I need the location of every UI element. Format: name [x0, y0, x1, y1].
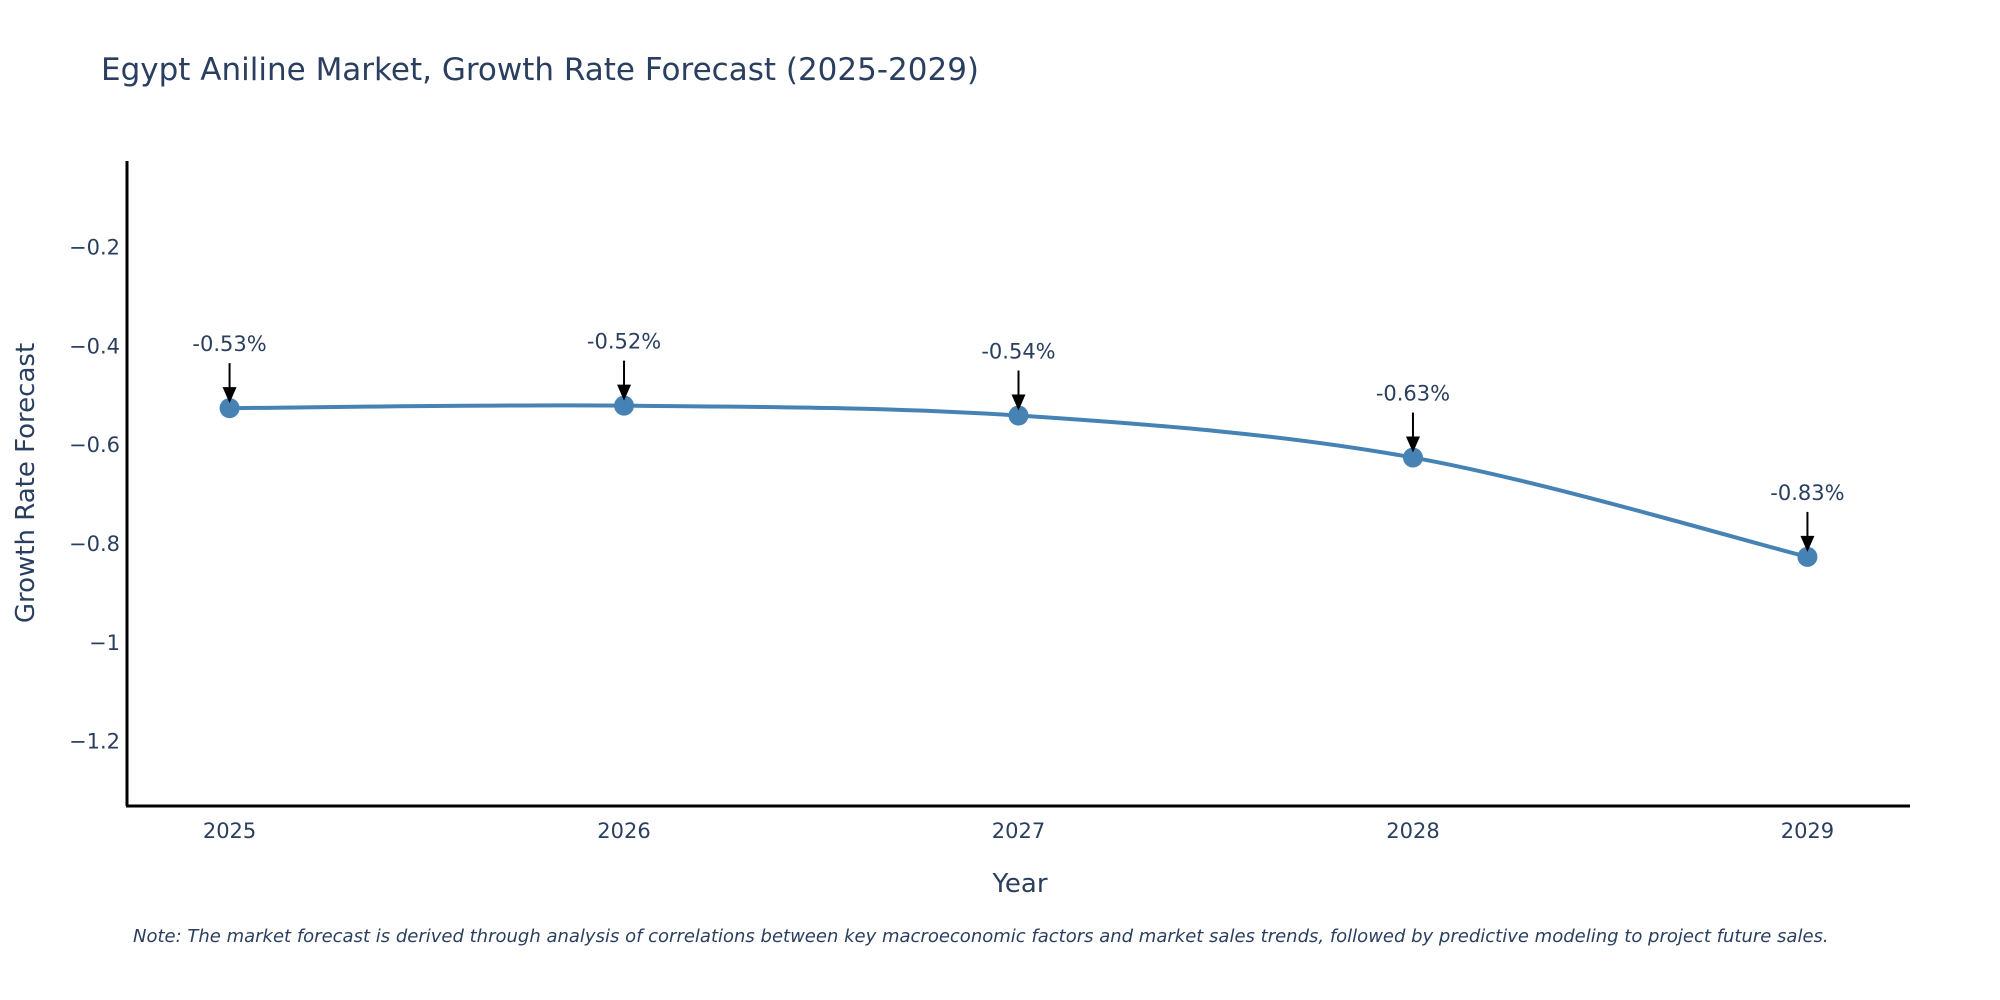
data-point-marker [219, 398, 240, 419]
annotation-arrow-head [222, 387, 237, 404]
annotation-arrow-head [1800, 535, 1815, 552]
annotation-arrow-head [617, 384, 632, 401]
y-tick-label: −0.6 [69, 433, 120, 457]
x-tick-label: 2026 [597, 819, 650, 843]
data-label-annotations: -0.53% -0.52% -0.54% -0.63% -0.83% [192, 330, 1845, 552]
data-point-marker [1008, 405, 1029, 426]
annotation-arrow-head [1011, 394, 1026, 411]
y-tick-label: −0.2 [69, 235, 120, 259]
y-tick-label: −1 [89, 631, 120, 655]
x-axis-ticks: 2025 2026 2027 2028 2029 [203, 819, 1834, 843]
y-tick-label: −0.8 [69, 532, 120, 556]
data-point-marker [1797, 546, 1818, 567]
data-label: -0.63% [1376, 382, 1450, 406]
series-line [229, 403, 1808, 559]
data-label: -0.53% [192, 332, 266, 356]
x-tick-label: 2028 [1386, 819, 1439, 843]
x-tick-label: 2029 [1781, 819, 1834, 843]
data-label: -0.83% [1770, 481, 1844, 505]
x-tick-label: 2027 [992, 819, 1045, 843]
data-label: -0.54% [981, 340, 1055, 364]
chart-title: Egypt Aniline Market, Growth Rate Foreca… [101, 52, 979, 88]
x-tick-label: 2025 [203, 819, 256, 843]
y-tick-label: −1.2 [69, 730, 120, 754]
y-tick-label: −0.4 [69, 334, 120, 358]
y-axis-ticks: −0.2 −0.4 −0.6 −0.8 −1 −1.2 [69, 235, 120, 753]
data-point-marker [614, 395, 635, 416]
x-axis-title: Year [991, 869, 1047, 899]
data-point-marker [1402, 447, 1423, 468]
data-label: -0.52% [587, 330, 661, 354]
data-markers [219, 395, 1818, 567]
footnote: Note: The market forecast is derived thr… [133, 926, 1829, 947]
y-axis-title: Growth Rate Forecast [11, 343, 41, 623]
annotation-arrow-head [1405, 436, 1420, 453]
